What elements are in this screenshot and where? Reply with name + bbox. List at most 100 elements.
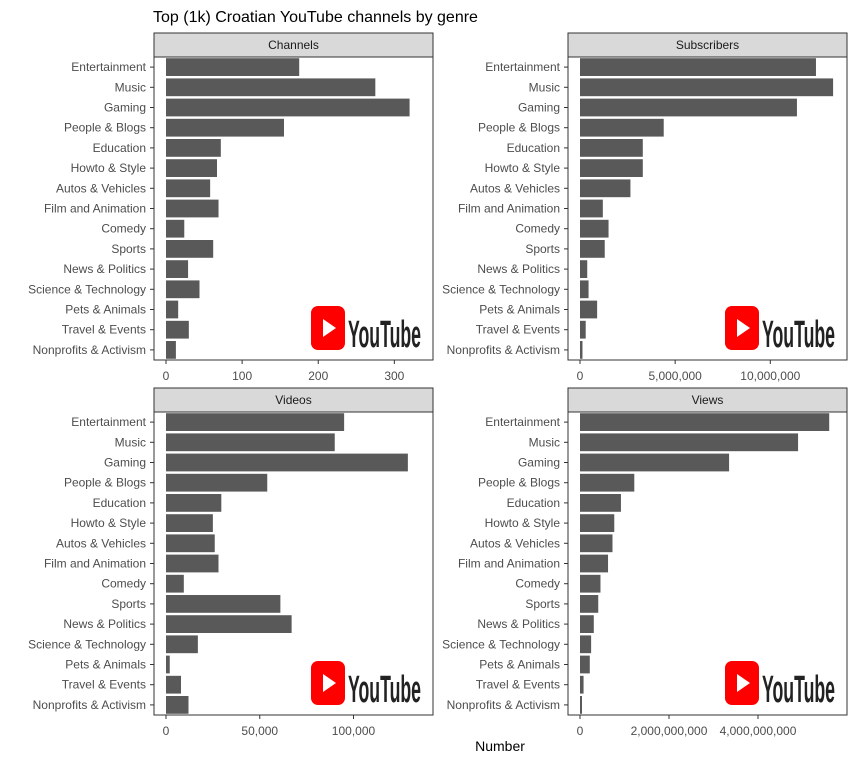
category-label-videos-music: Music: [115, 435, 146, 449]
bar-channels-science-and-technology: [166, 280, 200, 299]
category-label-channels-science-and-technology: Science & Technology: [28, 282, 146, 296]
category-label-subscribers-howto-and-style: Howto & Style: [485, 161, 561, 175]
category-label-videos-education: Education: [93, 496, 146, 510]
category-label-views-autos-and-vehicles: Autos & Vehicles: [470, 536, 560, 550]
category-label-views-music: Music: [529, 435, 560, 449]
x-tick-label-channels-1: 100: [232, 369, 252, 383]
x-tick-label-videos-2: 100,000: [332, 724, 376, 738]
bar-subscribers-howto-and-style: [580, 159, 643, 177]
category-label-videos-nonprofits-and-activism: Nonprofits & Activism: [33, 698, 146, 712]
strip-label-channels: Channels: [268, 38, 319, 52]
category-label-videos-autos-and-vehicles: Autos & Vehicles: [56, 536, 146, 550]
bar-videos-education: [166, 494, 222, 512]
category-label-videos-entertainment: Entertainment: [71, 415, 146, 429]
bar-videos-film-and-animation: [166, 554, 219, 573]
x-tick-label-views-2: 4,000,000,000: [720, 724, 797, 738]
bar-subscribers-people-and-blogs: [580, 118, 664, 137]
youtube-wordmark: YouTube: [762, 669, 835, 711]
bar-subscribers-entertainment: [580, 58, 816, 76]
bar-subscribers-travel-and-events: [580, 320, 586, 339]
category-label-views-film-and-animation: Film and Animation: [458, 557, 560, 571]
panel-views: Views Entertainment Music Gaming People & Bl…: [442, 387, 848, 738]
bar-videos-music: [166, 433, 335, 452]
bar-videos-science-and-technology: [166, 635, 198, 654]
category-label-subscribers-entertainment: Entertainment: [485, 60, 560, 74]
bar-channels-entertainment: [166, 58, 300, 76]
bar-views-music: [580, 433, 799, 452]
panel-videos: Videos Entertainment Music Gaming People & B…: [28, 387, 434, 738]
bar-videos-news-and-politics: [166, 615, 292, 633]
category-label-subscribers-film-and-animation: Film and Animation: [458, 202, 560, 216]
category-label-subscribers-gaming: Gaming: [518, 101, 560, 115]
category-label-subscribers-comedy: Comedy: [515, 222, 560, 236]
chart-title: Top (1k) Croatian YouTube channels by ge…: [153, 9, 478, 26]
bar-subscribers-film-and-animation: [580, 199, 603, 218]
category-label-views-entertainment: Entertainment: [485, 415, 560, 429]
x-tick-label-channels-0: 0: [163, 369, 170, 383]
x-tick-label-subscribers-2: 10,000,000: [740, 369, 800, 383]
bar-subscribers-nonprofits-and-activism: [580, 341, 583, 359]
bar-views-news-and-politics: [580, 615, 594, 633]
strip-label-subscribers: Subscribers: [676, 38, 739, 52]
category-label-views-science-and-technology: Science & Technology: [442, 637, 560, 651]
strip-label-videos: Videos: [275, 393, 311, 407]
category-label-subscribers-pets-and-animals: Pets & Animals: [479, 303, 560, 317]
bar-channels-howto-and-style: [166, 159, 217, 177]
bar-views-pets-and-animals: [580, 655, 590, 674]
category-label-videos-people-and-blogs: People & Blogs: [64, 476, 146, 490]
bar-videos-howto-and-style: [166, 514, 213, 532]
bar-videos-people-and-blogs: [166, 473, 268, 492]
bar-videos-autos-and-vehicles: [166, 534, 215, 553]
bar-channels-comedy: [166, 219, 185, 238]
bar-subscribers-gaming: [580, 98, 797, 117]
category-label-views-pets-and-animals: Pets & Animals: [479, 658, 560, 672]
panel-subscribers: Subscribers Entertainment Music Gaming Peopl…: [442, 32, 848, 383]
category-label-subscribers-science-and-technology: Science & Technology: [442, 282, 560, 296]
youtube-wordmark: YouTube: [348, 669, 421, 711]
category-label-subscribers-music: Music: [529, 80, 560, 94]
bar-views-autos-and-vehicles: [580, 534, 613, 553]
category-label-views-people-and-blogs: People & Blogs: [478, 476, 560, 490]
category-label-channels-autos-and-vehicles: Autos & Vehicles: [56, 181, 146, 195]
bar-subscribers-comedy: [580, 219, 609, 238]
category-label-views-sports: Sports: [525, 597, 560, 611]
bar-views-entertainment: [580, 413, 830, 431]
category-label-videos-news-and-politics: News & Politics: [63, 617, 146, 631]
category-label-videos-science-and-technology: Science & Technology: [28, 637, 146, 651]
bar-channels-travel-and-events: [166, 320, 189, 339]
bar-videos-travel-and-events: [166, 675, 181, 694]
strip-views: [567, 387, 848, 413]
category-label-channels-music: Music: [115, 80, 146, 94]
strip-channels: [153, 32, 434, 58]
category-label-channels-gaming: Gaming: [104, 101, 146, 115]
bar-views-travel-and-events: [580, 675, 584, 694]
x-tick-label-views-1: 2,000,000,000: [631, 724, 708, 738]
bar-channels-news-and-politics: [166, 260, 189, 278]
bar-channels-gaming: [166, 98, 410, 117]
category-label-channels-entertainment: Entertainment: [71, 60, 146, 74]
bar-videos-sports: [166, 595, 281, 613]
strip-label-views: Views: [692, 393, 724, 407]
bar-views-science-and-technology: [580, 635, 592, 654]
bar-videos-gaming: [166, 453, 408, 472]
category-label-views-howto-and-style: Howto & Style: [485, 516, 561, 530]
x-tick-label-subscribers-1: 5,000,000: [648, 369, 702, 383]
youtube-logo-channels: YouTube: [311, 306, 421, 356]
bar-channels-film-and-animation: [166, 199, 219, 218]
category-label-channels-sports: Sports: [111, 242, 146, 256]
x-axis-title: Number: [475, 738, 525, 754]
youtube-wordmark: YouTube: [762, 314, 835, 356]
category-label-subscribers-education: Education: [507, 141, 560, 155]
category-label-views-nonprofits-and-activism: Nonprofits & Activism: [447, 698, 560, 712]
category-label-channels-news-and-politics: News & Politics: [63, 262, 146, 276]
category-label-subscribers-people-and-blogs: People & Blogs: [478, 121, 560, 135]
bar-videos-nonprofits-and-activism: [166, 696, 189, 714]
x-tick-label-channels-3: 300: [384, 369, 404, 383]
bar-subscribers-sports: [580, 240, 605, 258]
strip-subscribers: [567, 32, 848, 58]
x-tick-label-videos-0: 0: [163, 724, 170, 738]
bar-channels-music: [166, 78, 376, 97]
bar-views-howto-and-style: [580, 514, 615, 532]
x-tick-label-subscribers-0: 0: [577, 369, 584, 383]
